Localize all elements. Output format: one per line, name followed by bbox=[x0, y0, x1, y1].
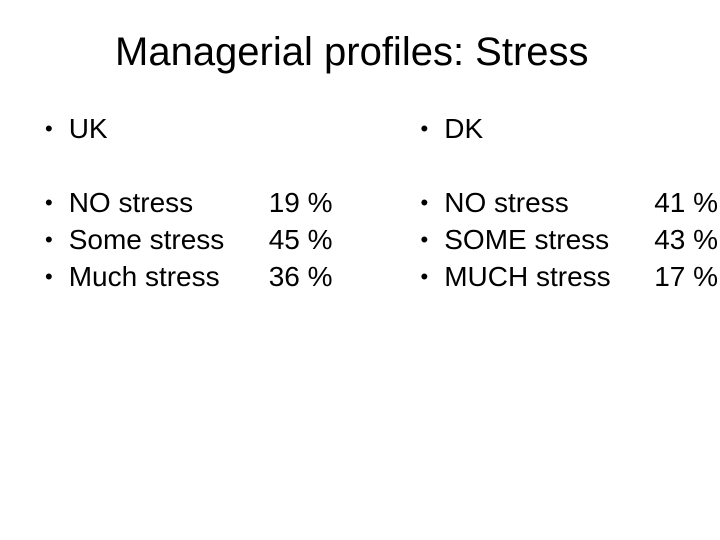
slide-container: Managerial profiles: Stress • UK • NO st… bbox=[0, 0, 720, 540]
bullet-icon: • bbox=[421, 118, 429, 140]
item-label: Much stress bbox=[69, 259, 269, 294]
item-value: 45 % bbox=[269, 222, 401, 257]
item-label: Some stress bbox=[69, 222, 269, 257]
bullet-icon: • bbox=[421, 192, 429, 214]
bullet-icon: • bbox=[421, 229, 429, 251]
left-header-label: UK bbox=[69, 113, 108, 145]
right-column: • DK • NO stress 41 % • SOME stress 43 %… bbox=[401, 113, 720, 296]
right-header-label: DK bbox=[444, 113, 483, 145]
item-value: 17 % bbox=[654, 259, 720, 294]
list-item: • NO stress 41 % bbox=[421, 185, 720, 220]
list-item: • MUCH stress 17 % bbox=[421, 259, 720, 294]
item-label: SOME stress bbox=[444, 222, 654, 257]
bullet-icon: • bbox=[421, 266, 429, 288]
bullet-icon: • bbox=[45, 192, 53, 214]
item-value: 19 % bbox=[269, 185, 401, 220]
bullet-icon: • bbox=[45, 118, 53, 140]
item-label: NO stress bbox=[444, 185, 654, 220]
list-item: • NO stress 19 % bbox=[45, 185, 401, 220]
left-column: • UK • NO stress 19 % • Some stress 45 %… bbox=[45, 113, 401, 296]
left-header-row: • UK bbox=[45, 113, 401, 145]
item-label: NO stress bbox=[69, 185, 269, 220]
slide-title: Managerial profiles: Stress bbox=[115, 30, 675, 75]
item-value: 36 % bbox=[269, 259, 401, 294]
item-value: 43 % bbox=[654, 222, 720, 257]
list-item: • SOME stress 43 % bbox=[421, 222, 720, 257]
list-item: • Some stress 45 % bbox=[45, 222, 401, 257]
bullet-icon: • bbox=[45, 266, 53, 288]
bullet-icon: • bbox=[45, 229, 53, 251]
right-header-row: • DK bbox=[421, 113, 720, 145]
item-value: 41 % bbox=[654, 185, 720, 220]
item-label: MUCH stress bbox=[444, 259, 654, 294]
list-item: • Much stress 36 % bbox=[45, 259, 401, 294]
columns-wrap: • UK • NO stress 19 % • Some stress 45 %… bbox=[45, 113, 675, 296]
